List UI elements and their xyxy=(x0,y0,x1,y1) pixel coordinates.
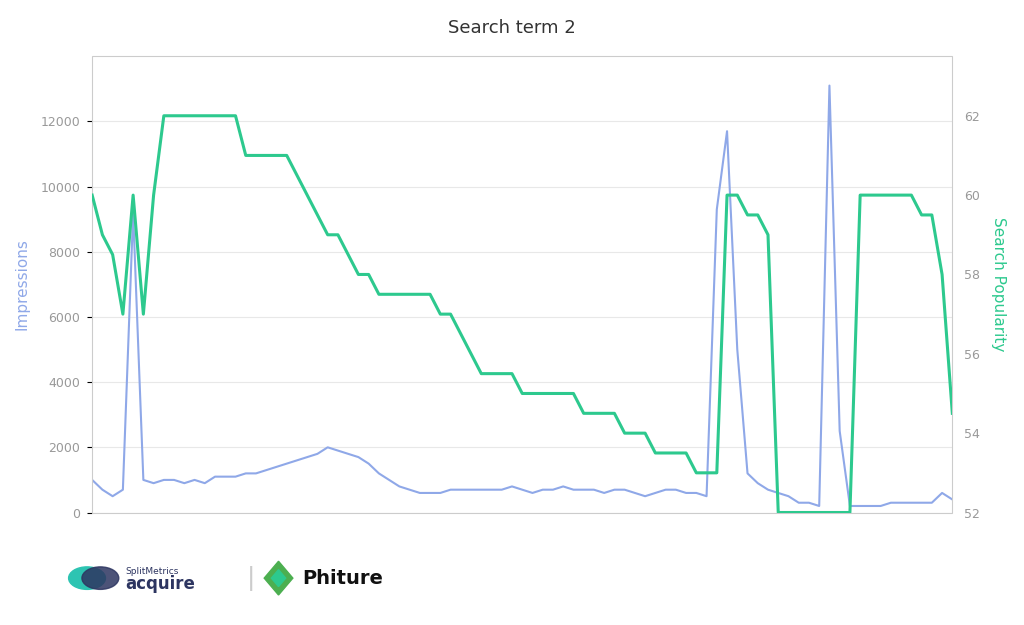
Polygon shape xyxy=(271,570,286,586)
Text: acquire: acquire xyxy=(125,576,195,593)
Text: SplitMetrics: SplitMetrics xyxy=(125,568,178,576)
Polygon shape xyxy=(264,561,293,595)
Text: Search term 2: Search term 2 xyxy=(449,19,575,37)
Y-axis label: Search Popularity: Search Popularity xyxy=(991,217,1007,351)
Y-axis label: Impressions: Impressions xyxy=(14,238,30,330)
Text: Phiture: Phiture xyxy=(302,569,383,588)
Text: |: | xyxy=(247,566,255,591)
